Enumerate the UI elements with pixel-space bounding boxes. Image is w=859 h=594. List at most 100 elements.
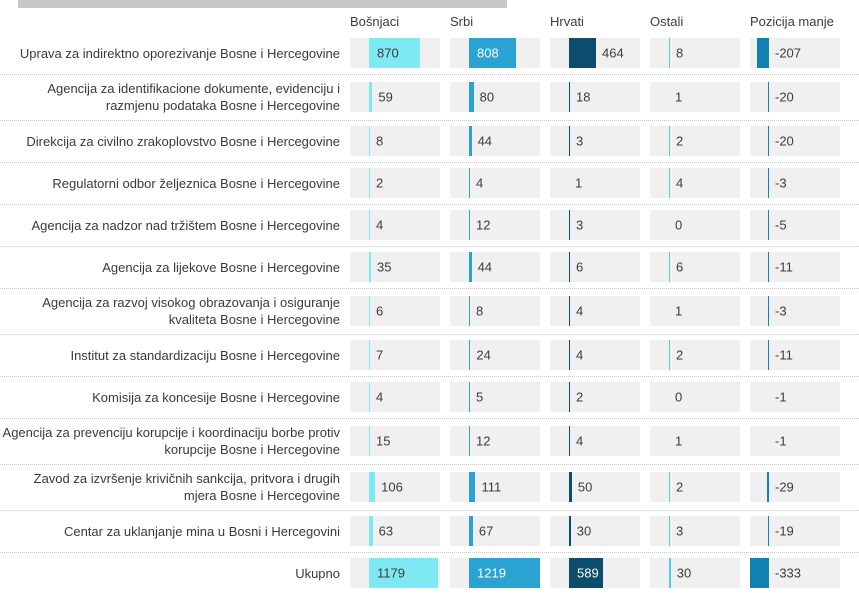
value-bar <box>669 472 670 502</box>
value-bar <box>569 38 597 68</box>
value-cell: -333 <box>750 558 840 588</box>
value-label: -19 <box>775 523 794 539</box>
value-label: 3 <box>576 133 584 149</box>
value-cell: 5 <box>450 382 540 412</box>
value-bar <box>768 210 769 240</box>
value-label: 2 <box>676 479 684 495</box>
value-cell: 80 <box>450 82 540 112</box>
value-cell: 4 <box>550 426 640 456</box>
value-cell: 30 <box>550 516 640 546</box>
value-bar <box>369 382 370 412</box>
value-bar <box>369 168 370 198</box>
value-cell: -11 <box>750 252 840 282</box>
row-label: Komisija za koncesije Bosne i Hercegovin… <box>92 389 340 405</box>
value-label: 870 <box>377 45 399 61</box>
value-label: 2 <box>676 347 684 363</box>
value-cell: 1219 <box>450 558 540 588</box>
total-label: Ukupno <box>295 565 340 581</box>
value-bar <box>469 558 540 588</box>
value-label: 30 <box>576 523 592 539</box>
value-cell: 44 <box>450 252 540 282</box>
value-cell: 1 <box>650 296 740 326</box>
table-row: Agencija za nadzor nad tržištem Bosne i … <box>0 204 859 246</box>
table-row: Direkcija za civilno zrakoplovstvo Bosne… <box>0 120 859 162</box>
value-cell: 4 <box>550 340 640 370</box>
value-label: 4 <box>476 175 484 191</box>
value-cell: 0 <box>650 382 740 412</box>
value-label: 12 <box>476 217 491 233</box>
value-label: 111 <box>481 479 502 495</box>
value-cell: -20 <box>750 82 840 112</box>
value-bar <box>469 252 472 282</box>
value-bar <box>569 340 570 370</box>
value-label: 1179 <box>377 565 405 581</box>
value-bar <box>768 340 769 370</box>
value-label: -1 <box>775 433 787 449</box>
value-cell: 15 <box>350 426 440 456</box>
value-bar <box>669 38 670 68</box>
value-label: -5 <box>775 217 787 233</box>
value-cell: 464 <box>550 38 640 68</box>
value-cell: 18 <box>550 82 640 112</box>
value-label: 6 <box>376 303 384 319</box>
value-bar <box>469 296 470 326</box>
value-cell: 4 <box>450 168 540 198</box>
value-cell: 2 <box>550 382 640 412</box>
value-cell: 8 <box>350 126 440 156</box>
row-label: Zavod za izvršenje krivičnih sankcija, p… <box>33 471 340 503</box>
value-cell: 0 <box>650 210 740 240</box>
value-label: 0 <box>675 217 683 233</box>
value-cell: 67 <box>450 516 540 546</box>
value-cell: 12 <box>450 426 540 456</box>
value-bar <box>669 516 670 546</box>
representation-table: Bošnjaci Srbi Hrvati Ostali Pozicija manje U… <box>0 8 859 594</box>
table-row: Zavod za izvršenje krivičnih sankcija, p… <box>0 464 859 510</box>
value-label: 18 <box>576 89 591 105</box>
value-bar <box>767 126 769 156</box>
row-label: Regulatorni odbor željeznica Bosne i Her… <box>52 175 340 191</box>
column-header: Pozicija manje <box>750 14 834 29</box>
value-label: -207 <box>775 45 802 61</box>
value-label: 1 <box>675 303 683 319</box>
value-cell: -3 <box>750 296 840 326</box>
value-cell: 4 <box>350 210 440 240</box>
value-bar <box>669 126 670 156</box>
value-bar <box>767 472 769 502</box>
value-label: 808 <box>477 45 499 61</box>
value-bar <box>369 558 438 588</box>
value-cell: 1179 <box>350 558 440 588</box>
value-cell: 111 <box>450 472 540 502</box>
column-header: Hrvati <box>550 14 584 29</box>
value-label: -11 <box>775 347 793 363</box>
value-bar <box>669 558 671 588</box>
value-bar <box>756 38 769 68</box>
horizontal-scrollbar-thumb[interactable] <box>18 0 507 8</box>
value-bar <box>369 296 370 326</box>
value-label: 5 <box>476 389 484 405</box>
value-label: 3 <box>576 217 584 233</box>
value-bar <box>569 252 570 282</box>
value-label: 59 <box>378 89 393 105</box>
value-cell: 7 <box>350 340 440 370</box>
value-cell: 1 <box>650 426 740 456</box>
value-label: 1 <box>575 175 583 191</box>
value-label: 24 <box>476 347 491 363</box>
column-header: Ostali <box>650 14 684 29</box>
value-cell: 4 <box>650 168 740 198</box>
value-cell: 2 <box>650 340 740 370</box>
value-cell: 3 <box>550 126 640 156</box>
table-row: Agencija za razvoj visokog obrazovanja i… <box>0 288 859 334</box>
value-cell: -20 <box>750 126 840 156</box>
value-label: -29 <box>775 479 794 495</box>
value-label: 1 <box>675 433 683 449</box>
value-label: 106 <box>381 479 403 495</box>
row-label: Agencija za prevenciju korupcije i koord… <box>2 425 340 457</box>
row-label: Agencija za lijekove Bosne i Hercegovine <box>102 259 340 275</box>
column-header: Bošnjaci <box>350 14 400 29</box>
table-row: Uprava za indirektno oporezivanje Bosne … <box>0 33 859 74</box>
value-cell: 8 <box>450 296 540 326</box>
value-bar <box>369 472 376 502</box>
value-cell: 44 <box>450 126 540 156</box>
value-cell: 6 <box>650 252 740 282</box>
value-bar <box>369 38 420 68</box>
